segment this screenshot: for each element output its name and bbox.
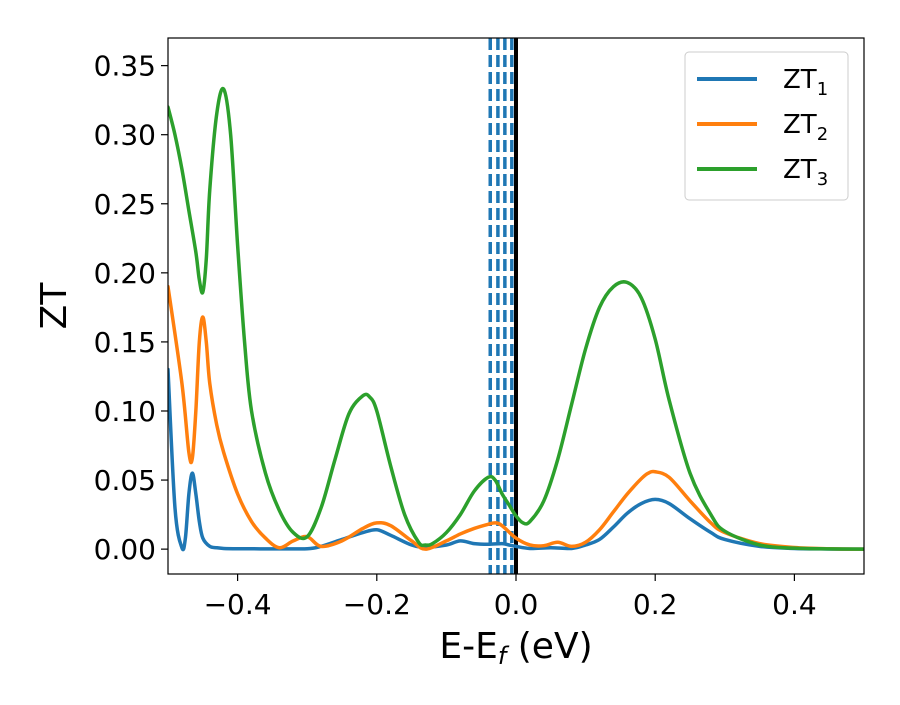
legend-label-3: ZT3 [783,155,828,190]
x-tick-label: −0.2 [343,588,411,621]
legend-label-1: ZT1 [783,65,828,100]
y-axis-label: ZT [34,282,75,330]
x-axis: −0.4 −0.2 0.0 0.2 0.4 [204,574,817,621]
y-tick-label: 0.30 [94,119,156,152]
legend-box [684,51,849,201]
x-tick-label: 0.4 [772,588,817,621]
series-line-2 [168,284,864,551]
legend-label-2: ZT2 [783,110,828,145]
legend: ZT1 ZT2 ZT3 [684,51,849,201]
y-tick-label: 0.10 [94,395,156,428]
y-tick-label: 0.00 [94,533,156,566]
series-layer [168,86,864,552]
y-tick-label: 0.05 [94,464,156,497]
y-tick-label: 0.20 [94,257,156,290]
x-axis-label: E-Ef (eV) [439,626,592,670]
y-axis: 0.00 0.05 0.10 0.15 0.20 0.25 0.30 0.35 [94,50,168,566]
series-line-1 [168,367,864,552]
series-line-3 [168,86,864,551]
y-tick-label: 0.15 [94,326,156,359]
x-tick-label: 0.2 [633,588,678,621]
y-tick-label: 0.25 [94,188,156,221]
y-tick-label: 0.35 [94,50,156,83]
x-tick-label: −0.4 [204,588,272,621]
x-tick-label: 0.0 [494,588,539,621]
